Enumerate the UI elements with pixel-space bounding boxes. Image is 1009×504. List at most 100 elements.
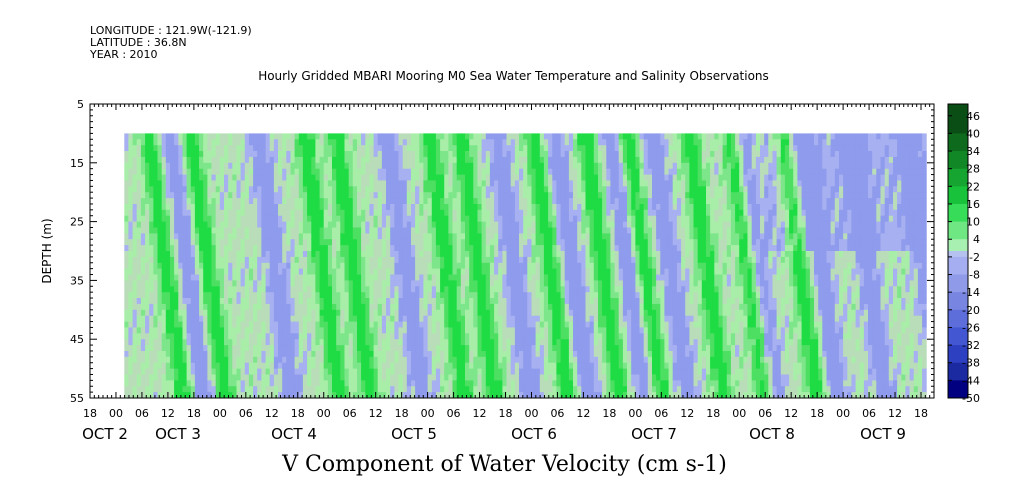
heatmap-cell: [548, 292, 553, 299]
heatmap-cell: [556, 315, 561, 322]
heatmap-cell: [419, 333, 424, 340]
heatmap-cell: [456, 374, 462, 381]
heatmap-cell: [394, 239, 399, 246]
heatmap-cell: [286, 180, 291, 187]
heatmap-cell: [377, 303, 383, 311]
heatmap-cell: [452, 256, 458, 264]
heatmap-cell: [531, 227, 537, 234]
heatmap-cell: [473, 256, 478, 264]
heatmap-cell: [232, 227, 237, 234]
heatmap-cell: [248, 303, 254, 311]
heatmap-cell: [215, 239, 221, 246]
heatmap-cell: [448, 233, 453, 240]
heatmap-cell: [365, 262, 370, 270]
heatmap-cell: [531, 133, 537, 140]
heatmap-cell: [170, 268, 175, 275]
heatmap-cell: [124, 392, 129, 399]
heatmap-cell: [494, 186, 499, 193]
heatmap-cell: [581, 327, 586, 334]
heatmap-cell: [473, 374, 478, 381]
heatmap-cell: [402, 303, 408, 311]
heatmap-cell: [178, 321, 183, 328]
heatmap-cell: [381, 162, 387, 170]
heatmap-cell: [290, 280, 296, 287]
heatmap-cell: [556, 351, 561, 358]
heatmap-cell: [519, 327, 524, 334]
heatmap-cell: [535, 204, 541, 211]
heatmap-cell: [469, 251, 474, 258]
heatmap-cell: [361, 303, 366, 311]
heatmap-cell: [278, 221, 283, 228]
longitude-label: LONGITUDE : 121.9W(-121.9): [90, 24, 252, 37]
heatmap-cell: [336, 239, 341, 246]
heatmap-cell: [440, 174, 445, 181]
heatmap-cell: [170, 204, 175, 211]
heatmap-cell: [265, 339, 271, 346]
heatmap-cell: [327, 351, 333, 358]
heatmap-cell: [440, 221, 445, 228]
heatmap-cell: [178, 262, 183, 270]
heatmap-cell: [444, 209, 449, 217]
heatmap-cell: [431, 227, 437, 234]
heatmap-cell: [510, 303, 516, 311]
heatmap-cell: [261, 215, 266, 222]
heatmap-cell: [219, 186, 225, 193]
heatmap-cell: [298, 133, 304, 140]
heatmap-cell: [157, 239, 163, 246]
heatmap-cell: [406, 168, 412, 175]
heatmap-cell: [377, 362, 383, 369]
heatmap-cell: [224, 339, 229, 346]
heatmap-cell: [489, 280, 495, 287]
heatmap-cell: [398, 239, 404, 246]
heatmap-cell: [560, 139, 566, 146]
heatmap-cell: [203, 339, 208, 346]
heatmap-cell: [406, 303, 412, 311]
heatmap-cell: [452, 204, 458, 211]
heatmap-cell: [556, 362, 561, 369]
heatmap-cell: [543, 221, 549, 228]
heatmap-cell: [253, 374, 258, 381]
heatmap-cell: [560, 251, 566, 258]
heatmap-cell: [531, 215, 537, 222]
heatmap-cell: [448, 145, 453, 152]
heatmap-cell: [361, 251, 366, 258]
heatmap-cell: [527, 386, 532, 393]
heatmap-cell: [531, 292, 537, 299]
heatmap-cell: [581, 251, 586, 258]
heatmap-cell: [170, 198, 175, 205]
heatmap-cell: [373, 186, 379, 193]
heatmap-cell: [178, 268, 183, 275]
heatmap-cell: [157, 209, 163, 217]
heatmap-cell: [498, 268, 503, 275]
heatmap-cell: [278, 309, 283, 317]
heatmap-cell: [423, 380, 428, 387]
heatmap-cell: [344, 198, 350, 205]
heatmap-cell: [286, 362, 291, 369]
heatmap-cell: [523, 168, 528, 175]
heatmap-cell: [228, 186, 233, 193]
heatmap-cell: [219, 245, 225, 252]
heatmap-cell: [452, 351, 458, 358]
heatmap-cell: [348, 392, 354, 399]
heatmap-cell: [435, 292, 441, 299]
heatmap-cell: [427, 321, 433, 328]
heatmap-cell: [282, 186, 287, 193]
heatmap-cell: [543, 368, 549, 375]
heatmap-cell: [427, 286, 433, 293]
heatmap-cell: [327, 180, 333, 187]
heatmap-cell: [128, 162, 133, 170]
heatmap-cell: [170, 251, 175, 258]
heatmap-cell: [477, 362, 483, 369]
heatmap-cell: [224, 139, 229, 146]
heatmap-cell: [211, 233, 217, 240]
heatmap-cell: [124, 298, 129, 305]
heatmap-cell: [460, 174, 466, 181]
heatmap-cell: [278, 298, 283, 305]
heatmap-cell: [186, 368, 192, 375]
heatmap-cell: [494, 168, 499, 175]
heatmap-cell: [419, 303, 424, 311]
heatmap-cell: [415, 368, 420, 375]
heatmap-cell: [323, 204, 329, 211]
heatmap-cell: [294, 315, 300, 322]
heatmap-cell: [498, 327, 503, 334]
